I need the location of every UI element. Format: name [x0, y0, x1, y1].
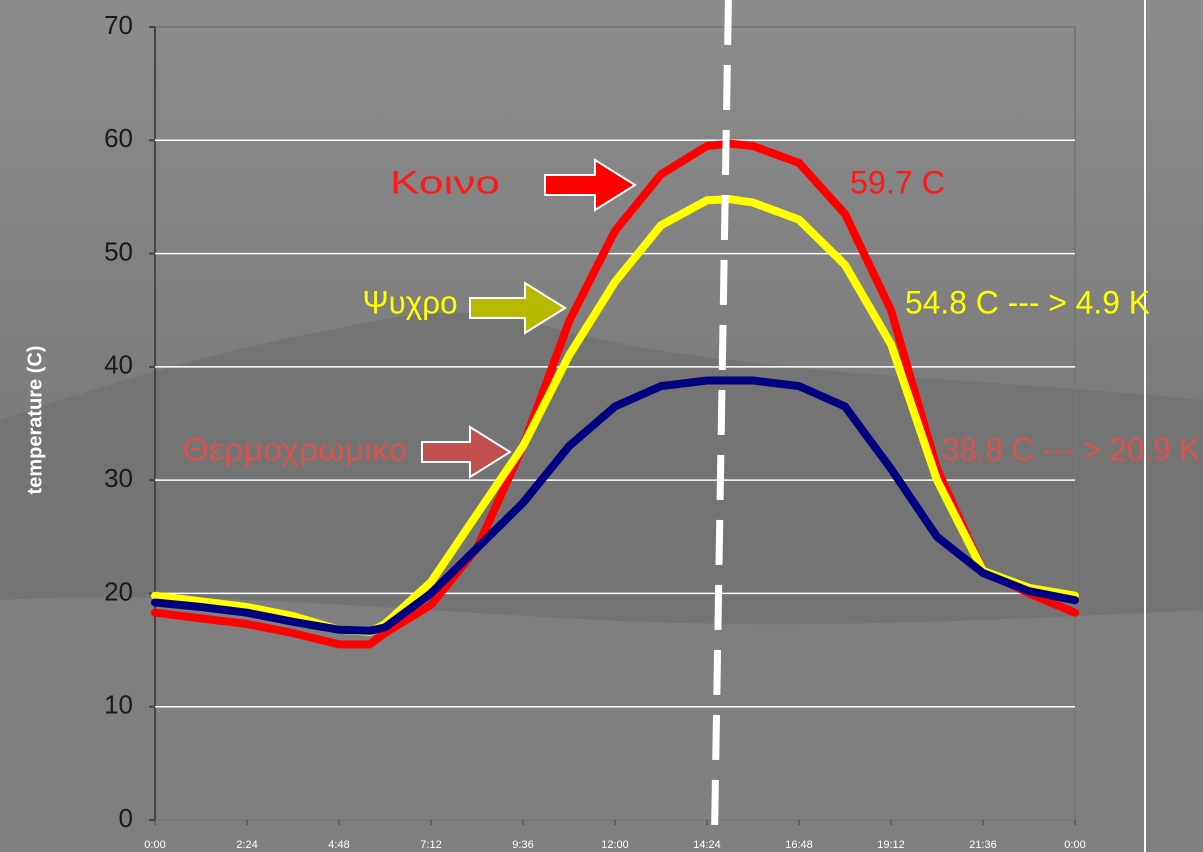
annotation: 54.8 C --- > 4.9 K — [905, 284, 1150, 320]
y-tick-label: 70 — [104, 10, 133, 40]
page: {"chart_data": {"type": "line", "y_label… — [0, 0, 1203, 852]
x-tick-label: 2:24 — [236, 839, 257, 851]
x-tick-label: 0:00 — [144, 839, 165, 851]
chart: 0 10 20 30 40 50 60 70 0:00 2:24 4:48 7:12 9:36 12:00… — [0, 0, 1203, 852]
y-tick-label: 20 — [104, 576, 133, 606]
y-axis-label: temperature (C) — [24, 346, 46, 495]
y-tick-label: 0 — [119, 803, 133, 833]
annotation: 38.8 C --- > 20.9 K — [942, 431, 1200, 467]
y-tick-label: 50 — [104, 236, 133, 266]
y-tick-label: 60 — [104, 123, 133, 153]
series-label: Θερμοχρωμικο — [183, 431, 408, 467]
x-tick-label: 21:36 — [969, 839, 997, 851]
y-tick-label: 10 — [104, 690, 133, 720]
x-tick-label: 0:00 — [1064, 839, 1085, 851]
x-tick-label: 14:24 — [693, 839, 721, 851]
x-tick-label: 9:36 — [512, 839, 533, 851]
x-tick-label: 19:12 — [877, 839, 905, 851]
x-tick-label: 12:00 — [601, 839, 629, 851]
x-tick-label: 16:48 — [785, 839, 813, 851]
y-tick-label: 40 — [104, 350, 133, 380]
x-tick-label: 4:48 — [328, 839, 349, 851]
series-label: Κοινο — [390, 164, 500, 200]
annotation: 59.7 C — [850, 164, 945, 200]
y-tick-label: 30 — [104, 463, 133, 493]
foreground — [0, 597, 1203, 852]
series-label: Ψυχρο — [363, 284, 458, 320]
x-tick-label: 7:12 — [420, 839, 441, 851]
